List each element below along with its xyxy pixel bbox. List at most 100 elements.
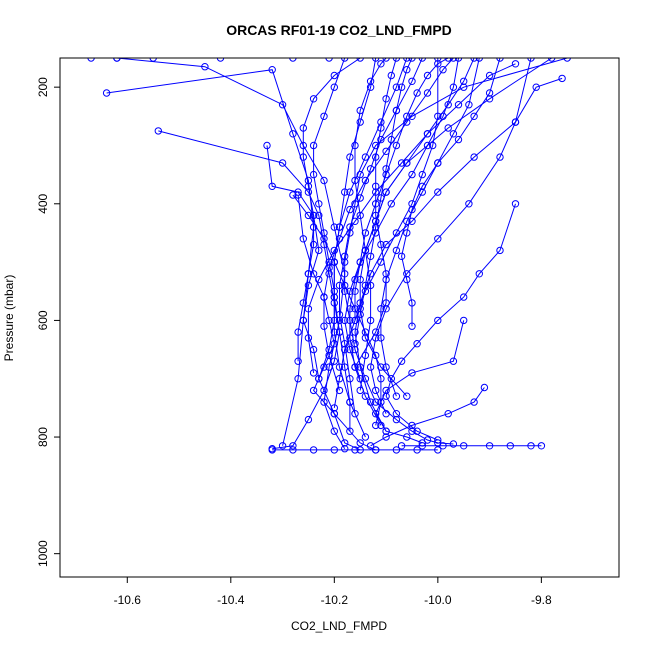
data-point [361, 281, 370, 290]
data-point [449, 58, 458, 62]
data-point [351, 316, 359, 325]
series-line [297, 58, 361, 362]
data-point [382, 58, 390, 62]
data-point [532, 83, 540, 91]
data-point [485, 71, 494, 80]
data-point [356, 310, 364, 319]
data-point [294, 328, 302, 336]
data-point [377, 258, 385, 266]
series-line [385, 203, 516, 441]
data-point [356, 386, 364, 395]
data-point [341, 287, 349, 295]
data-point [382, 240, 390, 249]
data-point [434, 159, 442, 167]
data-point [392, 446, 401, 454]
data-point [377, 334, 385, 342]
y-tick-label: 1000 [36, 540, 50, 567]
data-point [392, 83, 401, 91]
data-point [408, 322, 416, 330]
data-point [330, 83, 338, 91]
series-line [266, 145, 361, 451]
data-point [397, 442, 406, 450]
data-point [470, 58, 478, 62]
data-point [460, 316, 468, 325]
data-point [392, 415, 401, 424]
data-point [309, 170, 318, 179]
data-point [341, 188, 349, 196]
series-line [116, 58, 346, 449]
data-point [460, 83, 468, 91]
data-point [372, 211, 380, 220]
series-3 [154, 127, 344, 453]
data-point [351, 328, 359, 336]
data-point [335, 223, 344, 231]
data-point [527, 58, 535, 62]
data-point [465, 101, 473, 109]
data-point [372, 200, 380, 208]
data-point [377, 60, 385, 68]
data-point [304, 334, 313, 342]
data-point [377, 398, 385, 406]
data-point [356, 58, 364, 62]
x-tick-label: -10.4 [217, 593, 245, 607]
data-point [408, 58, 416, 62]
data-point [346, 205, 354, 214]
data-point [377, 363, 385, 371]
data-point [201, 62, 209, 71]
series-22 [397, 58, 504, 330]
data-point [475, 58, 483, 62]
series-line [323, 58, 454, 391]
data-point [366, 252, 375, 260]
data-point [299, 235, 307, 243]
data-point [346, 223, 354, 231]
y-tick-label: 400 [36, 193, 50, 213]
data-point [449, 130, 458, 138]
data-point [449, 83, 458, 91]
data-point [304, 305, 313, 313]
data-point [330, 427, 338, 435]
series-11 [382, 200, 520, 444]
data-point [325, 345, 333, 354]
data-point [309, 240, 318, 249]
series-line [375, 320, 465, 444]
data-point [346, 427, 354, 435]
data-point [418, 442, 426, 450]
data-point [154, 127, 163, 135]
data-point [294, 375, 302, 383]
data-point [527, 442, 535, 450]
data-point [563, 58, 571, 62]
data-point [454, 135, 463, 144]
data-point [372, 386, 380, 395]
data-point [434, 112, 442, 121]
data-point [382, 270, 390, 278]
x-axis-label: CO2_LND_FMPD [291, 619, 387, 633]
data-point [434, 316, 442, 325]
data-point [216, 58, 225, 62]
data-point [341, 58, 349, 62]
data-point [268, 446, 276, 454]
data-point [403, 118, 411, 126]
data-point [408, 427, 416, 435]
series-line [333, 58, 439, 408]
data-point [309, 270, 318, 278]
x-tick-label: -10.0 [424, 593, 452, 607]
data-point [408, 112, 416, 121]
data-point [351, 176, 359, 185]
data-point [341, 281, 349, 290]
data-point [268, 66, 276, 74]
data-point [356, 106, 364, 115]
data-point [361, 351, 370, 360]
data-point [268, 182, 276, 191]
data-point [289, 446, 297, 454]
data-point [403, 66, 411, 74]
data-point [372, 58, 380, 62]
data-point [304, 182, 313, 191]
data-point [289, 130, 297, 138]
data-point [346, 153, 354, 161]
data-point [423, 141, 432, 150]
data-point [454, 58, 463, 62]
data-point [315, 200, 323, 208]
data-point [418, 170, 426, 179]
data-point [403, 58, 411, 62]
data-point [449, 357, 458, 365]
